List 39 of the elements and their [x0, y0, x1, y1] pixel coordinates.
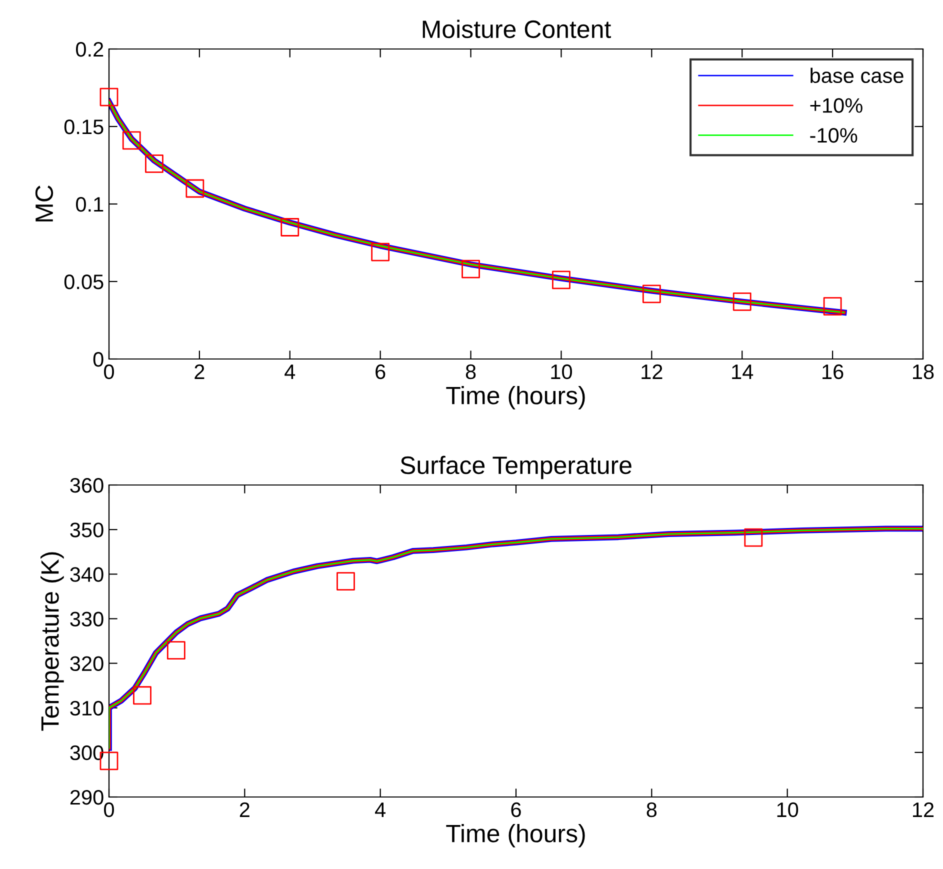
x-tick-label: 4: [375, 802, 386, 817]
x-tick-label: 8: [646, 802, 657, 818]
y-tick-label: 330: [70, 612, 104, 626]
y-tick-label: 320: [70, 656, 104, 672]
x-tick-label: 6: [511, 802, 521, 818]
x-tick-label: 16: [822, 364, 844, 380]
x-tick-label: 2: [194, 364, 204, 379]
y-tick-label: 0.15: [64, 120, 104, 134]
x-tick-label: 0: [104, 802, 114, 818]
x-tick-label: 4: [284, 364, 296, 379]
legend-label: base case: [810, 68, 904, 84]
y-axis-title: MC: [35, 186, 54, 222]
y-axis-title: Temperature (K): [40, 552, 64, 731]
x-tick-label: 8: [466, 364, 476, 380]
y-tick-label: 310: [70, 700, 104, 716]
legend-label: -10%: [810, 128, 858, 143]
y-tick-label: 360: [70, 478, 104, 493]
y-tick-label: 0.1: [76, 197, 104, 212]
y-tick-label: 0.2: [76, 42, 104, 57]
x-axis-title: Time (hours): [446, 824, 585, 848]
y-tick-label: 290: [70, 790, 104, 805]
y-tick-label: 0.05: [64, 274, 104, 290]
legend-label: +10%: [810, 98, 862, 113]
chart-title: Moisture Content: [422, 20, 612, 38]
x-axis-title: Time (hours): [446, 386, 585, 410]
x-tick-label: 10: [777, 802, 798, 818]
x-tick-label: 6: [376, 364, 386, 380]
x-tick-label: 12: [913, 802, 934, 817]
y-tick-label: 0: [93, 352, 104, 367]
x-tick-label: 12: [642, 364, 662, 379]
x-tick-label: 10: [551, 364, 572, 380]
x-tick-label: 2: [240, 802, 250, 817]
x-tick-label: 0: [104, 364, 114, 380]
x-tick-label: 18: [913, 364, 934, 380]
y-tick-label: 340: [70, 567, 104, 582]
y-tick-label: 350: [70, 522, 104, 538]
y-tick-label: 300: [70, 745, 104, 760]
x-tick-label: 14: [732, 364, 754, 379]
chart-title: Surface Temperature: [400, 456, 632, 480]
